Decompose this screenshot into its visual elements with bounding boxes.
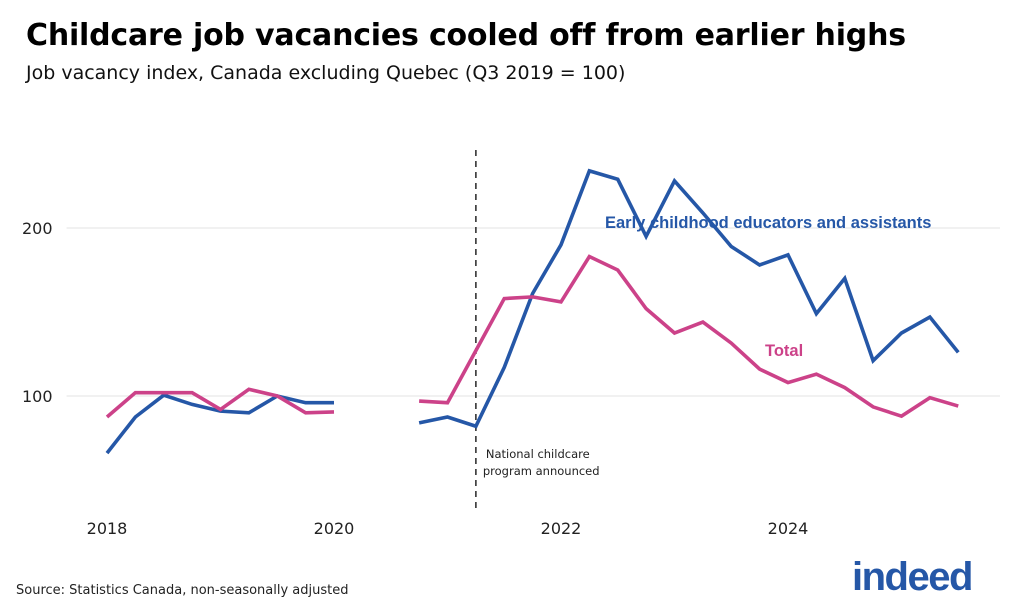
series-line-total bbox=[419, 254, 959, 419]
annotation-text: National childcare bbox=[486, 447, 590, 461]
x-tick-label: 2024 bbox=[768, 519, 809, 538]
y-tick-label: 100 bbox=[22, 387, 53, 406]
annotation-text: program announced bbox=[483, 464, 600, 478]
x-tick-label: 2020 bbox=[314, 519, 355, 538]
chart-title: Childcare job vacancies cooled off from … bbox=[26, 18, 906, 53]
series-label: Early childhood educators and assistants bbox=[605, 214, 931, 232]
series-line-early-childhood bbox=[418, 168, 960, 429]
series-label: Total bbox=[765, 342, 803, 360]
x-tick-label: 2022 bbox=[541, 519, 582, 538]
chart-subtitle: Job vacancy index, Canada excluding Queb… bbox=[26, 62, 626, 84]
x-tick-label: 2018 bbox=[87, 519, 128, 538]
y-tick-label: 200 bbox=[22, 219, 53, 238]
series-line-total bbox=[105, 387, 335, 419]
indeed-logo: indeed bbox=[852, 555, 973, 599]
source-note: Source: Statistics Canada, non-seasonall… bbox=[16, 583, 349, 598]
series-line-early-childhood bbox=[105, 393, 334, 455]
